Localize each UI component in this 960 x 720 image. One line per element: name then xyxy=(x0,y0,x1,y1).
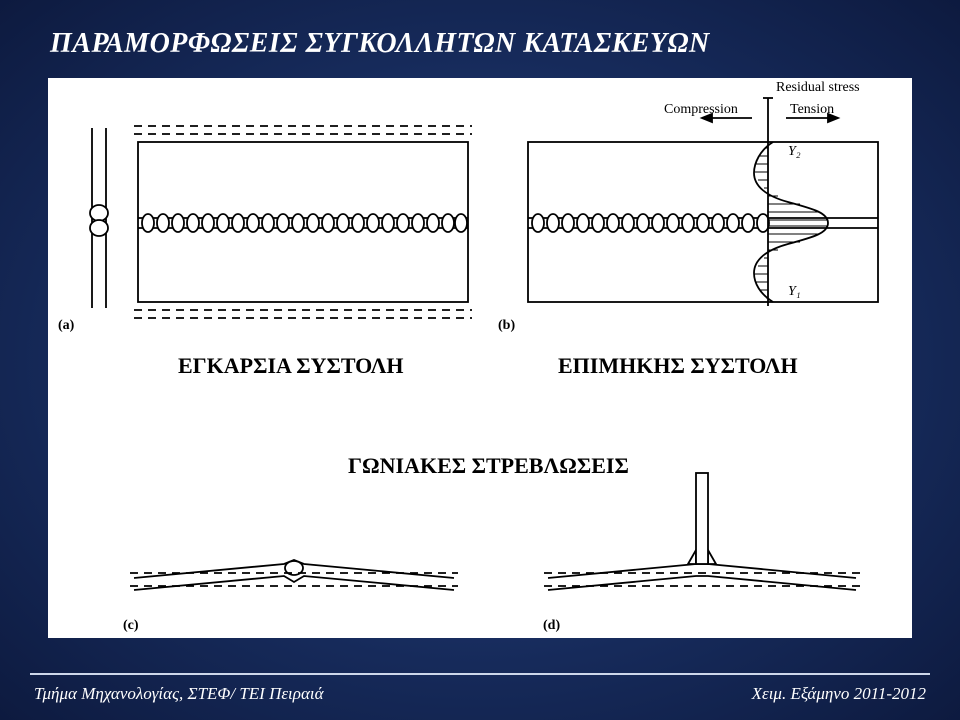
caption-a: ΕΓΚΑΡΣΙΑ ΣΥΣΤΟΛΗ xyxy=(178,353,404,379)
fig-d-tag: (d) xyxy=(543,618,560,634)
footer-left: Τμήμα Μηχανολογίας, ΣΤΕΦ/ ΤΕΙ Πειραιά xyxy=(34,684,324,704)
fig-a-tag: (a) xyxy=(58,318,74,334)
fig-b-tag: (b) xyxy=(498,318,515,334)
slide-root: ΠΑΡΑΜΟΡΦΩΣΕΙΣ ΣΥΓΚΟΛΛΗΤΩΝ ΚΑΤΑΣΚΕΥΩΝ xyxy=(0,0,960,720)
footer-right: Χειμ. Εξάμηνο 2011-2012 xyxy=(752,684,926,704)
footer-divider xyxy=(30,673,930,675)
y2-label: Y₂ xyxy=(788,144,801,160)
page-title: ΠΑΡΑΜΟΡΦΩΣΕΙΣ ΣΥΓΚΟΛΛΗΤΩΝ ΚΑΤΑΣΚΕΥΩΝ xyxy=(50,28,710,60)
caption-b: ΕΠΙΜΗΚΗΣ ΣΥΣΤΟΛΗ xyxy=(558,353,798,379)
fig-c-tag: (c) xyxy=(123,618,139,634)
y1-label: Y₁ xyxy=(788,284,801,300)
compression-label: Compression xyxy=(664,102,738,118)
residual-stress-label: Residual stress xyxy=(776,80,860,96)
tension-label: Tension xyxy=(790,102,834,118)
diagram-panel: (a) (b) (c) (d) Residual stress Compress… xyxy=(48,78,912,638)
caption-cd: ΓΩΝΙΑΚΕΣ ΣΤΡΕΒΛΩΣΕΙΣ xyxy=(348,453,629,479)
